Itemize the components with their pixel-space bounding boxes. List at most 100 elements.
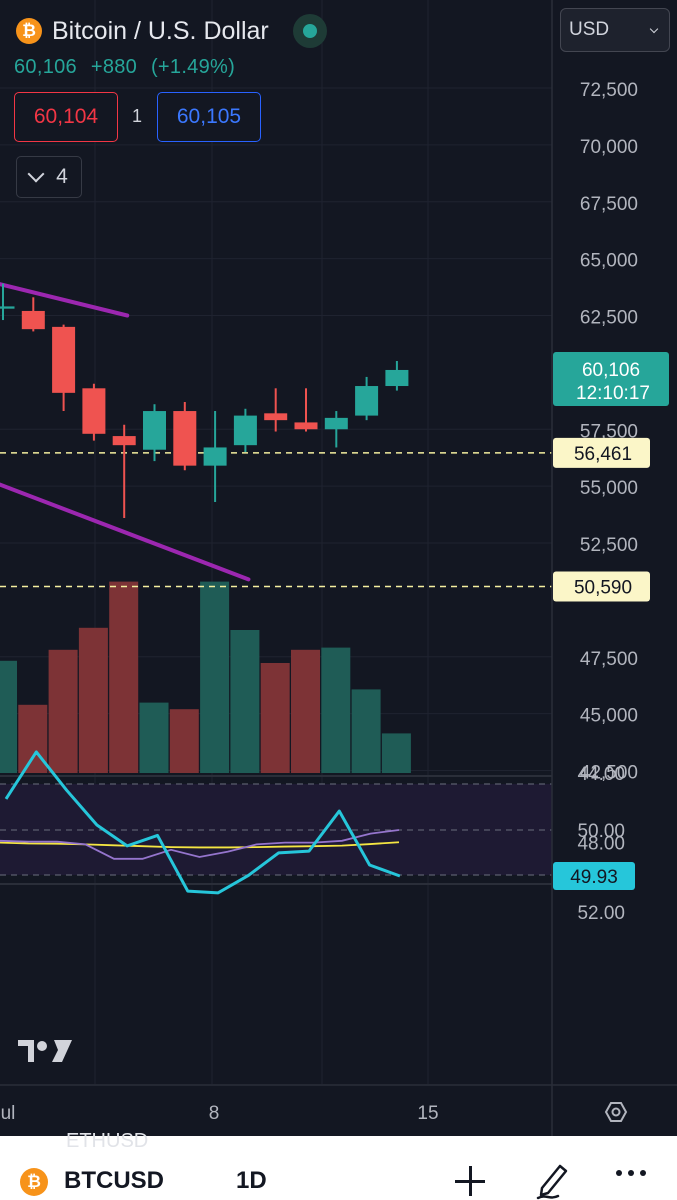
volume-bar [18,704,48,773]
volume-bars [0,581,411,773]
price-tick-label: 55,000 [580,478,638,499]
candle [294,388,318,432]
indicators-toggle-button[interactable]: 4 [16,156,82,198]
currency-label: USD [569,19,610,40]
chart-canvas[interactable]: 72,500 70,000 67,500 65,000 62,500 57,500 55,0… [0,0,677,1136]
candle-body [52,326,76,393]
candle [112,424,136,518]
volume-bar [139,702,169,773]
price-tick-label: 65,000 [580,251,638,272]
bitcoin-logo-icon: ₿ [16,18,42,44]
candle [355,376,379,421]
candle-body [82,388,106,434]
volume-bar [48,649,78,773]
volume-bar [78,627,108,773]
symbol-title[interactable]: Bitcoin / U.S. Dollar [52,16,269,45]
candle [21,297,45,332]
candle-body [112,436,136,446]
chevron-down-icon [27,165,45,183]
candle [143,404,166,462]
candle-body [203,447,227,466]
price-change-percent: (+1.49%) [150,56,236,78]
candle-body [21,310,45,330]
rsi-tick-label: 50.00 [577,821,625,842]
candle-body [385,369,409,387]
indicators-count: 4 [56,165,68,188]
trendline-1 [0,282,130,318]
interval-button[interactable]: 1D [236,1167,267,1194]
volume-bar [381,733,411,773]
volume-bar [109,581,139,773]
time-tick-label: ul [1,1103,16,1124]
plus-icon[interactable] [452,1162,488,1198]
candle [52,324,76,412]
price-tick-label: 52,500 [580,535,638,556]
horizontal-line-badge [553,571,650,602]
price-tick-label: 67,500 [580,194,638,215]
sell-button[interactable]: 60,104 [14,92,118,142]
spread-value: 1 [132,106,143,126]
status-dot-icon [302,24,317,38]
previous-symbol-ghost: ETHUSD [66,1130,149,1152]
oscillator-line [4,750,401,895]
candle [233,408,257,452]
volume-bar [200,581,230,773]
price-tick-label: 72,500 [580,80,638,101]
price-tick-label: 42,500 [580,763,638,784]
chevron-down-icon [649,24,659,34]
price-axis [552,0,677,1136]
volume-bar [351,689,381,773]
price-tick-label: 45,000 [580,706,638,727]
volume-bar [0,660,17,773]
candle [324,411,348,448]
legend-panel: ₿ Bitcoin / U.S. Dollar 60,106 +880 (+1.… [0,0,552,210]
candles [0,283,409,518]
last-price: 60,106 [14,56,77,78]
bottom-toolbar: ETHUSD ₿ BTCUSD 1D [0,1130,677,1200]
tradingview-logo-icon [18,1040,72,1062]
candle [173,401,197,471]
time-tick-label: 8 [209,1103,220,1124]
pen-drawing-icon[interactable] [534,1158,574,1200]
candle-body [173,411,197,466]
horizontal-line-label: 56,461 [574,444,632,465]
price-tick-label: 62,500 [580,308,638,329]
oscillator-tick-label: 44.00 [577,764,625,785]
volume-bar [291,649,320,773]
candle [0,283,15,321]
buy-button[interactable]: 60,105 [157,92,261,142]
oscillator-value-label: 49.93 [570,867,618,888]
candle-body [0,306,15,309]
candle-body [294,422,318,430]
symbol-row[interactable]: ₿ Bitcoin / U.S. Dollar [16,14,327,48]
candle [264,388,288,432]
price-change: +880 [90,56,138,78]
horizontal-line-label: 50,590 [574,577,632,598]
candle [385,361,409,391]
bitcoin-logo-icon: ₿ [20,1168,48,1196]
more-options-icon[interactable] [616,1170,646,1176]
price-tick-label: 70,000 [580,137,638,158]
volume-bar [260,663,290,773]
candle-body [143,411,166,450]
price-tick-label: 47,500 [580,649,638,670]
settings-gear-icon[interactable] [604,1102,628,1122]
oscillator-tick-label: 52.00 [577,903,625,924]
volume-bar [169,709,199,773]
symbol-search-button[interactable]: BTCUSD [64,1167,164,1194]
current-price-label: 60,106 [582,360,640,381]
bar-countdown-label: 12:10:17 [576,383,650,404]
candle-body [324,417,348,430]
candle [82,383,106,441]
candle-body [233,415,257,446]
currency-select[interactable]: USD [560,8,670,52]
volume-bar [321,647,351,773]
market-open-indicator[interactable] [292,14,327,48]
rsi-line [0,829,400,860]
price-summary: 60,106 +880 (+1.49%) [14,56,243,79]
candle-body [264,413,288,421]
price-tick-label: 57,500 [580,421,638,442]
oscillator-badge [553,861,635,890]
oscillator-tick-label: 48.00 [577,833,625,854]
candle [203,411,227,503]
